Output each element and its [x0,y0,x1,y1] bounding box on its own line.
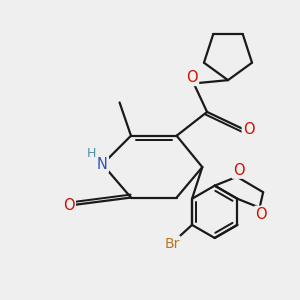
Text: O: O [63,198,75,213]
Text: Br: Br [164,237,179,250]
Text: O: O [187,70,198,85]
Text: O: O [255,207,267,222]
Text: H: H [86,147,96,161]
Text: O: O [243,122,254,136]
Text: O: O [232,163,244,178]
Text: N: N [97,157,108,172]
